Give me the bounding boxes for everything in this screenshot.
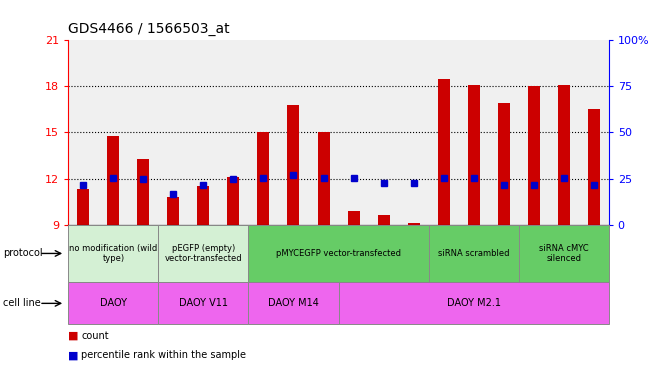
Bar: [68, 225, 158, 282]
Text: no modification (wild
type): no modification (wild type): [69, 244, 158, 263]
Bar: [137, 159, 150, 225]
Bar: [519, 225, 609, 282]
Text: ■: ■: [68, 331, 79, 341]
Bar: [378, 215, 389, 225]
Bar: [288, 105, 299, 225]
Bar: [408, 223, 420, 225]
Bar: [158, 225, 249, 282]
Bar: [77, 189, 89, 225]
Bar: [107, 136, 119, 225]
Bar: [258, 132, 270, 225]
Text: count: count: [81, 331, 109, 341]
Bar: [348, 211, 359, 225]
Text: DAOY M14: DAOY M14: [268, 298, 319, 308]
Bar: [528, 86, 540, 225]
Text: percentile rank within the sample: percentile rank within the sample: [81, 350, 246, 360]
Bar: [167, 197, 180, 225]
Bar: [68, 282, 158, 324]
Bar: [467, 85, 480, 225]
Bar: [588, 109, 600, 225]
Bar: [158, 282, 249, 324]
Bar: [428, 225, 519, 282]
Text: pEGFP (empty)
vector-transfected: pEGFP (empty) vector-transfected: [165, 244, 242, 263]
Bar: [197, 186, 210, 225]
Text: cell line: cell line: [3, 298, 41, 308]
Text: siRNA cMYC
silenced: siRNA cMYC silenced: [539, 244, 589, 263]
Bar: [497, 103, 510, 225]
Text: GDS4466 / 1566503_at: GDS4466 / 1566503_at: [68, 23, 230, 36]
Bar: [318, 132, 329, 225]
Bar: [249, 225, 428, 282]
Text: pMYCEGFP vector-transfected: pMYCEGFP vector-transfected: [276, 249, 401, 258]
Bar: [339, 282, 609, 324]
Text: siRNA scrambled: siRNA scrambled: [438, 249, 509, 258]
Bar: [249, 282, 339, 324]
Text: DAOY V11: DAOY V11: [179, 298, 228, 308]
Text: DAOY: DAOY: [100, 298, 127, 308]
Text: DAOY M2.1: DAOY M2.1: [447, 298, 501, 308]
Text: ■: ■: [68, 350, 79, 360]
Bar: [558, 85, 570, 225]
Bar: [227, 177, 240, 225]
Bar: [437, 79, 450, 225]
Text: protocol: protocol: [3, 248, 43, 258]
